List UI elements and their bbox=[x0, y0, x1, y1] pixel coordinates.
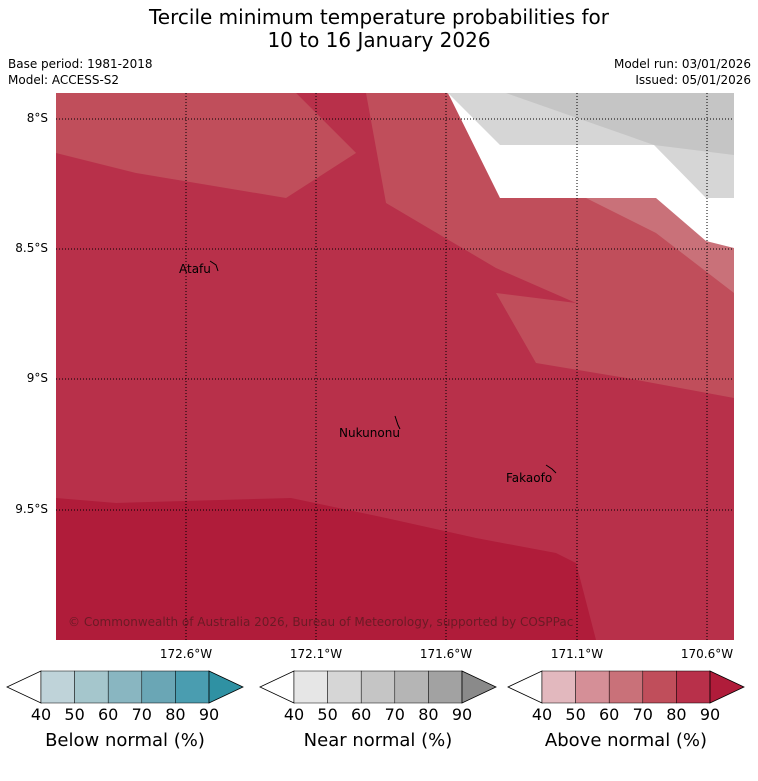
above-tick-label: 60 bbox=[599, 705, 620, 724]
nukunonu-label: Nukunonu bbox=[339, 426, 400, 440]
lon-label-172-6: 172.6°W bbox=[159, 647, 213, 661]
above-colorbar-swatch bbox=[608, 670, 644, 704]
region-near-50 bbox=[506, 93, 734, 155]
lon-label-170-6: 170.6°W bbox=[680, 647, 734, 661]
fakaofo-island bbox=[545, 464, 557, 474]
above-colorbar-max-arrow bbox=[709, 670, 745, 704]
near-colorbar-swatch bbox=[327, 670, 362, 704]
atafu-island bbox=[209, 260, 219, 272]
near-tick-label: 80 bbox=[418, 705, 439, 724]
lon-label-171-6: 171.6°W bbox=[419, 647, 473, 661]
below-colorbar-swatch bbox=[40, 670, 75, 704]
issued-date: Issued: 05/01/2026 bbox=[635, 73, 751, 87]
model-run: Model run: 03/01/2026 bbox=[613, 57, 751, 71]
below-colorbar-swatch bbox=[175, 670, 210, 704]
lat-label-8-5: 8.5°S bbox=[15, 241, 48, 255]
title-line-2: 10 to 16 January 2026 bbox=[267, 28, 491, 52]
below-tick-label: 50 bbox=[64, 705, 85, 724]
near-colorbar-swatch bbox=[428, 670, 463, 704]
above-tick-label: 80 bbox=[666, 705, 687, 724]
below-tick-label: 90 bbox=[198, 705, 220, 724]
near-normal-colorbar bbox=[259, 670, 497, 704]
above-tick-label: 50 bbox=[565, 705, 586, 724]
below-tick-label: 70 bbox=[131, 705, 152, 724]
below-normal-colorbar bbox=[6, 670, 244, 704]
near-tick-label: 90 bbox=[451, 705, 473, 724]
above-colorbar-swatch bbox=[676, 670, 711, 704]
above-normal-colorbar bbox=[507, 670, 745, 704]
copyright: © Commonwealth of Australia 2026, Bureau… bbox=[68, 615, 573, 629]
title-line-1: Tercile minimum temperature probabilitie… bbox=[148, 5, 610, 29]
region-above-90 bbox=[56, 498, 596, 640]
near-colorbar-swatch bbox=[360, 670, 396, 704]
near-tick-label: 70 bbox=[384, 705, 405, 724]
near-tick-label: 60 bbox=[351, 705, 372, 724]
above-tick-label: 90 bbox=[699, 705, 721, 724]
probability-map: Atafu Nukunonu Fakaofo © Commonwealth of… bbox=[56, 93, 734, 640]
below-colorbar-swatch bbox=[107, 670, 143, 704]
near-colorbar-swatch bbox=[394, 670, 429, 704]
above-colorbar-min-arrow bbox=[507, 670, 543, 704]
below-colorbar-swatch bbox=[141, 670, 176, 704]
above-tick-label: 40 bbox=[531, 705, 553, 724]
near-colorbar-max-arrow bbox=[461, 670, 497, 704]
lon-label-171-1: 171.1°W bbox=[550, 647, 604, 661]
near-colorbar-min-arrow bbox=[259, 670, 295, 704]
below-normal-title: Below normal (%) bbox=[45, 730, 205, 751]
below-colorbar-min-arrow bbox=[6, 670, 42, 704]
fakaofo-label: Fakaofo bbox=[506, 471, 552, 485]
lat-label-9: 9°S bbox=[26, 371, 48, 385]
region-above-70-east bbox=[496, 293, 734, 398]
near-tick-label: 50 bbox=[317, 705, 338, 724]
model-name: Model: ACCESS-S2 bbox=[8, 73, 120, 87]
above-tick-label: 70 bbox=[632, 705, 653, 724]
lon-label-172-1: 172.1°W bbox=[289, 647, 343, 661]
graticule bbox=[56, 93, 734, 640]
below-colorbar-max-arrow bbox=[208, 670, 244, 704]
nukunonu-island bbox=[394, 415, 401, 430]
below-colorbar-swatch bbox=[74, 670, 109, 704]
below-tick-label: 60 bbox=[98, 705, 119, 724]
lat-label-8: 8°S bbox=[26, 111, 48, 125]
below-tick-label: 80 bbox=[165, 705, 186, 724]
atafu-label: Atafu bbox=[179, 262, 211, 276]
lat-label-9-5: 9.5°S bbox=[15, 502, 48, 516]
above-colorbar-swatch bbox=[575, 670, 610, 704]
above-colorbar-swatch bbox=[541, 670, 576, 704]
base-period: Base period: 1981-2018 bbox=[8, 57, 153, 71]
near-normal-title: Near normal (%) bbox=[303, 730, 453, 751]
above-colorbar-swatch bbox=[642, 670, 677, 704]
above-normal-title: Above normal (%) bbox=[544, 730, 708, 751]
below-tick-label: 40 bbox=[30, 705, 52, 724]
near-tick-label: 40 bbox=[283, 705, 305, 724]
near-colorbar-swatch bbox=[293, 670, 328, 704]
